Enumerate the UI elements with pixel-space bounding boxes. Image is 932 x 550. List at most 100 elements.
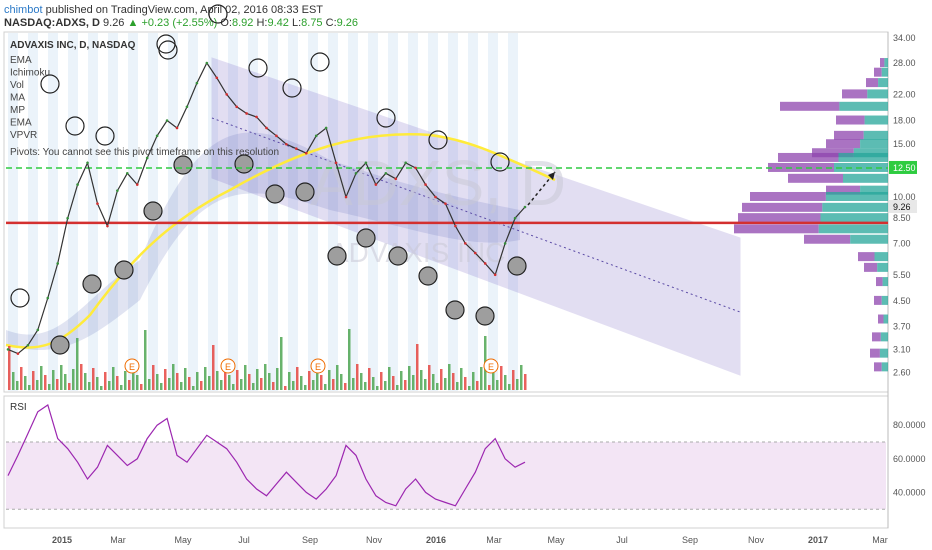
descending-channel[interactable] bbox=[211, 57, 741, 376]
horizontal-levels[interactable] bbox=[6, 167, 888, 225]
channel-median bbox=[211, 117, 741, 313]
price-point[interactable] bbox=[414, 166, 417, 170]
legend-item: EMA bbox=[10, 118, 32, 129]
price-point[interactable] bbox=[503, 242, 507, 245]
time-tick-label: Mar bbox=[872, 535, 888, 545]
volume-bar bbox=[52, 370, 55, 390]
price-point[interactable] bbox=[56, 262, 60, 265]
price-point[interactable] bbox=[444, 202, 447, 205]
volume-bar bbox=[260, 378, 263, 390]
price-axis[interactable]: 34.00 28.00 22.00 18.00 15.00 12.50 10.00 8.50 7… bbox=[889, 33, 917, 377]
price-point[interactable] bbox=[215, 76, 219, 80]
price-point[interactable] bbox=[473, 251, 477, 255]
price-tick-label: 7.00 bbox=[893, 238, 911, 248]
price-point[interactable] bbox=[493, 273, 497, 277]
price-point[interactable] bbox=[334, 161, 338, 165]
price-point[interactable] bbox=[106, 224, 109, 228]
price-point[interactable] bbox=[36, 328, 40, 332]
volume-bar bbox=[84, 373, 87, 390]
price-point[interactable] bbox=[364, 161, 368, 165]
price-point[interactable] bbox=[245, 112, 248, 115]
price-point[interactable] bbox=[354, 171, 358, 175]
price-point[interactable] bbox=[16, 352, 20, 355]
rsi-pane[interactable] bbox=[3, 395, 889, 529]
volume-bar bbox=[208, 376, 211, 390]
pivot-low-circle bbox=[143, 201, 163, 221]
price-point[interactable] bbox=[66, 216, 69, 220]
earnings-label: E bbox=[129, 362, 135, 372]
vp-bar-right bbox=[882, 277, 888, 287]
rsi-indicator[interactable]: RSI 80.0000 60.0000 40.0000 bbox=[6, 402, 926, 510]
price-point[interactable] bbox=[195, 81, 199, 85]
price-point[interactable] bbox=[295, 147, 298, 150]
shade-stripe bbox=[108, 33, 118, 391]
vp-bar-left bbox=[874, 67, 882, 77]
author-link[interactable]: chimbot bbox=[4, 4, 43, 16]
pivot-low-circle bbox=[327, 246, 347, 266]
price-point[interactable] bbox=[175, 126, 179, 130]
time-axis[interactable]: 2015 Mar May Jul Sep Nov 2016 Mar May Jul Sep Nov 20… bbox=[52, 535, 888, 545]
price-point[interactable] bbox=[454, 224, 457, 228]
shade-stripe bbox=[328, 33, 338, 391]
rsi-line[interactable] bbox=[7, 404, 526, 507]
price-point[interactable] bbox=[255, 115, 258, 119]
price-point[interactable] bbox=[394, 177, 398, 181]
volume-bar bbox=[316, 366, 319, 390]
price-point[interactable] bbox=[145, 156, 149, 160]
price-point[interactable] bbox=[116, 189, 119, 192]
price-point[interactable] bbox=[76, 183, 79, 186]
price-point[interactable] bbox=[434, 195, 437, 199]
price-point[interactable] bbox=[135, 183, 139, 186]
vp-bar-left bbox=[864, 262, 878, 272]
volume-bar bbox=[308, 371, 311, 390]
volume-bar bbox=[372, 377, 375, 390]
volume-bar bbox=[152, 365, 155, 390]
price-point[interactable] bbox=[26, 343, 30, 347]
open-label: O: bbox=[220, 17, 232, 29]
volume-bar bbox=[408, 366, 411, 390]
volume-bar bbox=[172, 364, 175, 390]
volume-bar bbox=[492, 371, 495, 390]
price-point[interactable] bbox=[314, 134, 318, 138]
price-point[interactable] bbox=[424, 183, 427, 186]
price-point[interactable] bbox=[165, 119, 169, 122]
price-point[interactable] bbox=[275, 134, 278, 138]
volume-bar bbox=[188, 377, 191, 390]
pivot-low-circle bbox=[507, 256, 527, 276]
volume-bar bbox=[240, 379, 243, 390]
vp-bar-right bbox=[879, 348, 888, 358]
price-point[interactable] bbox=[344, 195, 348, 199]
shade-stripe bbox=[288, 33, 298, 391]
rsi-tick-label: 60.0000 bbox=[893, 454, 926, 464]
price-point[interactable] bbox=[374, 183, 378, 186]
price-point[interactable] bbox=[185, 105, 189, 109]
price-tick-label: 3.70 bbox=[893, 321, 911, 331]
price-point[interactable] bbox=[96, 202, 99, 205]
price-point[interactable] bbox=[513, 216, 517, 220]
price-point[interactable] bbox=[225, 93, 229, 96]
price-point[interactable] bbox=[285, 142, 288, 146]
volume-bar bbox=[204, 367, 207, 390]
price-point[interactable] bbox=[324, 126, 328, 130]
volume-bar bbox=[348, 329, 351, 390]
price-point[interactable] bbox=[464, 242, 467, 245]
pivot-high-circle bbox=[208, 4, 228, 24]
price-point[interactable] bbox=[126, 171, 129, 175]
price-point[interactable] bbox=[235, 105, 238, 109]
price-point[interactable] bbox=[384, 171, 388, 175]
price-point[interactable] bbox=[46, 296, 50, 300]
price-point[interactable] bbox=[86, 161, 89, 165]
price-series[interactable] bbox=[6, 61, 527, 355]
price-point[interactable] bbox=[483, 262, 487, 265]
price-point[interactable] bbox=[155, 134, 159, 138]
price-point[interactable] bbox=[404, 161, 407, 165]
price-point[interactable] bbox=[523, 205, 527, 209]
volume-bar bbox=[420, 370, 423, 390]
price-point[interactable] bbox=[6, 348, 10, 351]
price-point[interactable] bbox=[265, 126, 268, 130]
price-point[interactable] bbox=[205, 61, 209, 65]
price-point[interactable] bbox=[304, 151, 308, 155]
volume-bar bbox=[104, 372, 107, 390]
